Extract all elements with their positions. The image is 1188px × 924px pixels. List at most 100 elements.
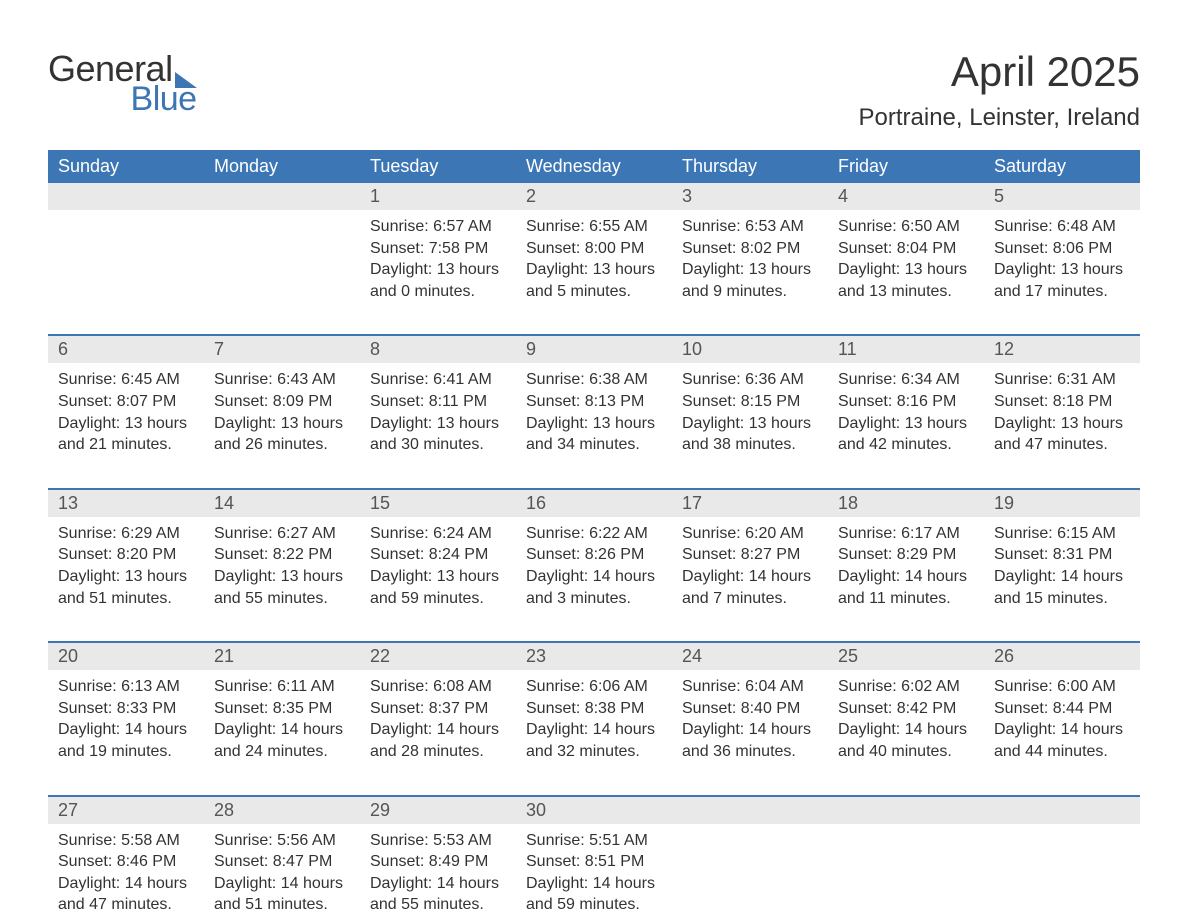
day-number: 30 — [516, 797, 672, 824]
title-block: April 2025 Portraine, Leinster, Ireland — [859, 48, 1141, 132]
day-number: 19 — [984, 490, 1140, 517]
day-detail: Sunrise: 5:51 AM Sunset: 8:51 PM Dayligh… — [516, 824, 672, 924]
day-number: 28 — [204, 797, 360, 824]
detail-row: Sunrise: 6:13 AM Sunset: 8:33 PM Dayligh… — [48, 670, 1140, 770]
day-detail: Sunrise: 6:45 AM Sunset: 8:07 PM Dayligh… — [48, 363, 204, 463]
day-detail: Sunrise: 6:04 AM Sunset: 8:40 PM Dayligh… — [672, 670, 828, 770]
day-number: 11 — [828, 336, 984, 363]
day-number: 7 — [204, 336, 360, 363]
day-detail: Sunrise: 6:50 AM Sunset: 8:04 PM Dayligh… — [828, 210, 984, 310]
day-detail: Sunrise: 6:24 AM Sunset: 8:24 PM Dayligh… — [360, 517, 516, 617]
day-detail — [672, 824, 828, 924]
detail-row: Sunrise: 6:57 AM Sunset: 7:58 PM Dayligh… — [48, 210, 1140, 310]
day-detail — [984, 824, 1140, 924]
week-row: 27282930Sunrise: 5:58 AM Sunset: 8:46 PM… — [48, 795, 1140, 924]
day-detail: Sunrise: 6:22 AM Sunset: 8:26 PM Dayligh… — [516, 517, 672, 617]
day-number: 24 — [672, 643, 828, 670]
day-number: 12 — [984, 336, 1140, 363]
week-row: 13141516171819Sunrise: 6:29 AM Sunset: 8… — [48, 488, 1140, 617]
day-number — [984, 797, 1140, 824]
page-title: April 2025 — [859, 48, 1141, 96]
day-detail: Sunrise: 6:34 AM Sunset: 8:16 PM Dayligh… — [828, 363, 984, 463]
day-number: 16 — [516, 490, 672, 517]
day-detail: Sunrise: 6:17 AM Sunset: 8:29 PM Dayligh… — [828, 517, 984, 617]
detail-row: Sunrise: 6:45 AM Sunset: 8:07 PM Dayligh… — [48, 363, 1140, 463]
day-header: Wednesday — [516, 150, 672, 183]
day-number: 26 — [984, 643, 1140, 670]
day-number: 10 — [672, 336, 828, 363]
day-number: 13 — [48, 490, 204, 517]
day-detail: Sunrise: 6:06 AM Sunset: 8:38 PM Dayligh… — [516, 670, 672, 770]
day-detail: Sunrise: 6:55 AM Sunset: 8:00 PM Dayligh… — [516, 210, 672, 310]
day-detail — [828, 824, 984, 924]
day-number: 29 — [360, 797, 516, 824]
day-number: 3 — [672, 183, 828, 210]
day-number: 15 — [360, 490, 516, 517]
detail-row: Sunrise: 5:58 AM Sunset: 8:46 PM Dayligh… — [48, 824, 1140, 924]
day-number: 27 — [48, 797, 204, 824]
day-detail: Sunrise: 6:29 AM Sunset: 8:20 PM Dayligh… — [48, 517, 204, 617]
day-detail: Sunrise: 6:57 AM Sunset: 7:58 PM Dayligh… — [360, 210, 516, 310]
day-number: 1 — [360, 183, 516, 210]
day-header: Tuesday — [360, 150, 516, 183]
day-detail: Sunrise: 5:53 AM Sunset: 8:49 PM Dayligh… — [360, 824, 516, 924]
page-header: General Blue April 2025 Portraine, Leins… — [48, 48, 1140, 132]
week-row: 12345Sunrise: 6:57 AM Sunset: 7:58 PM Da… — [48, 183, 1140, 310]
daynum-row: 13141516171819 — [48, 490, 1140, 517]
day-detail: Sunrise: 6:13 AM Sunset: 8:33 PM Dayligh… — [48, 670, 204, 770]
day-detail: Sunrise: 6:00 AM Sunset: 8:44 PM Dayligh… — [984, 670, 1140, 770]
day-detail: Sunrise: 5:58 AM Sunset: 8:46 PM Dayligh… — [48, 824, 204, 924]
day-header: Monday — [204, 150, 360, 183]
day-header: Thursday — [672, 150, 828, 183]
day-number: 25 — [828, 643, 984, 670]
day-number — [204, 183, 360, 210]
day-number: 22 — [360, 643, 516, 670]
day-header: Friday — [828, 150, 984, 183]
day-number: 18 — [828, 490, 984, 517]
day-number: 6 — [48, 336, 204, 363]
day-detail: Sunrise: 6:27 AM Sunset: 8:22 PM Dayligh… — [204, 517, 360, 617]
day-detail: Sunrise: 6:08 AM Sunset: 8:37 PM Dayligh… — [360, 670, 516, 770]
day-detail: Sunrise: 6:11 AM Sunset: 8:35 PM Dayligh… — [204, 670, 360, 770]
page-subtitle: Portraine, Leinster, Ireland — [859, 104, 1141, 132]
day-detail: Sunrise: 6:31 AM Sunset: 8:18 PM Dayligh… — [984, 363, 1140, 463]
week-row: 20212223242526 Sunrise: 6:13 AM Sunset: 8… — [48, 641, 1140, 770]
calendar: Sunday Monday Tuesday Wednesday Thursday… — [48, 150, 1140, 924]
detail-row: Sunrise: 6:29 AM Sunset: 8:20 PM Dayligh… — [48, 517, 1140, 617]
day-header: Sunday — [48, 150, 204, 183]
day-number — [48, 183, 204, 210]
day-detail: Sunrise: 6:15 AM Sunset: 8:31 PM Dayligh… — [984, 517, 1140, 617]
day-detail — [204, 210, 360, 310]
day-number — [828, 797, 984, 824]
day-number: 2 — [516, 183, 672, 210]
day-detail: Sunrise: 6:20 AM Sunset: 8:27 PM Dayligh… — [672, 517, 828, 617]
day-detail: Sunrise: 6:43 AM Sunset: 8:09 PM Dayligh… — [204, 363, 360, 463]
day-detail: Sunrise: 5:56 AM Sunset: 8:47 PM Dayligh… — [204, 824, 360, 924]
day-number: 23 — [516, 643, 672, 670]
week-row: 6789101112Sunrise: 6:45 AM Sunset: 8:07 … — [48, 334, 1140, 463]
day-detail: Sunrise: 6:36 AM Sunset: 8:15 PM Dayligh… — [672, 363, 828, 463]
day-number: 20 — [48, 643, 204, 670]
daynum-row: 27282930 — [48, 797, 1140, 824]
day-detail: Sunrise: 6:38 AM Sunset: 8:13 PM Dayligh… — [516, 363, 672, 463]
daynum-row: 6789101112 — [48, 336, 1140, 363]
weeks-container: 12345Sunrise: 6:57 AM Sunset: 7:58 PM Da… — [48, 183, 1140, 924]
logo-word-blue: Blue — [112, 80, 197, 119]
day-detail — [48, 210, 204, 310]
day-number — [672, 797, 828, 824]
day-number: 4 — [828, 183, 984, 210]
day-detail: Sunrise: 6:41 AM Sunset: 8:11 PM Dayligh… — [360, 363, 516, 463]
day-detail: Sunrise: 6:48 AM Sunset: 8:06 PM Dayligh… — [984, 210, 1140, 310]
logo: General Blue — [48, 48, 197, 119]
day-number: 8 — [360, 336, 516, 363]
day-number: 14 — [204, 490, 360, 517]
day-number: 17 — [672, 490, 828, 517]
day-header: Saturday — [984, 150, 1140, 183]
day-number: 21 — [204, 643, 360, 670]
day-detail: Sunrise: 6:02 AM Sunset: 8:42 PM Dayligh… — [828, 670, 984, 770]
day-detail: Sunrise: 6:53 AM Sunset: 8:02 PM Dayligh… — [672, 210, 828, 310]
day-number: 5 — [984, 183, 1140, 210]
day-number: 9 — [516, 336, 672, 363]
day-header-row: Sunday Monday Tuesday Wednesday Thursday… — [48, 150, 1140, 183]
daynum-row: 12345 — [48, 183, 1140, 210]
